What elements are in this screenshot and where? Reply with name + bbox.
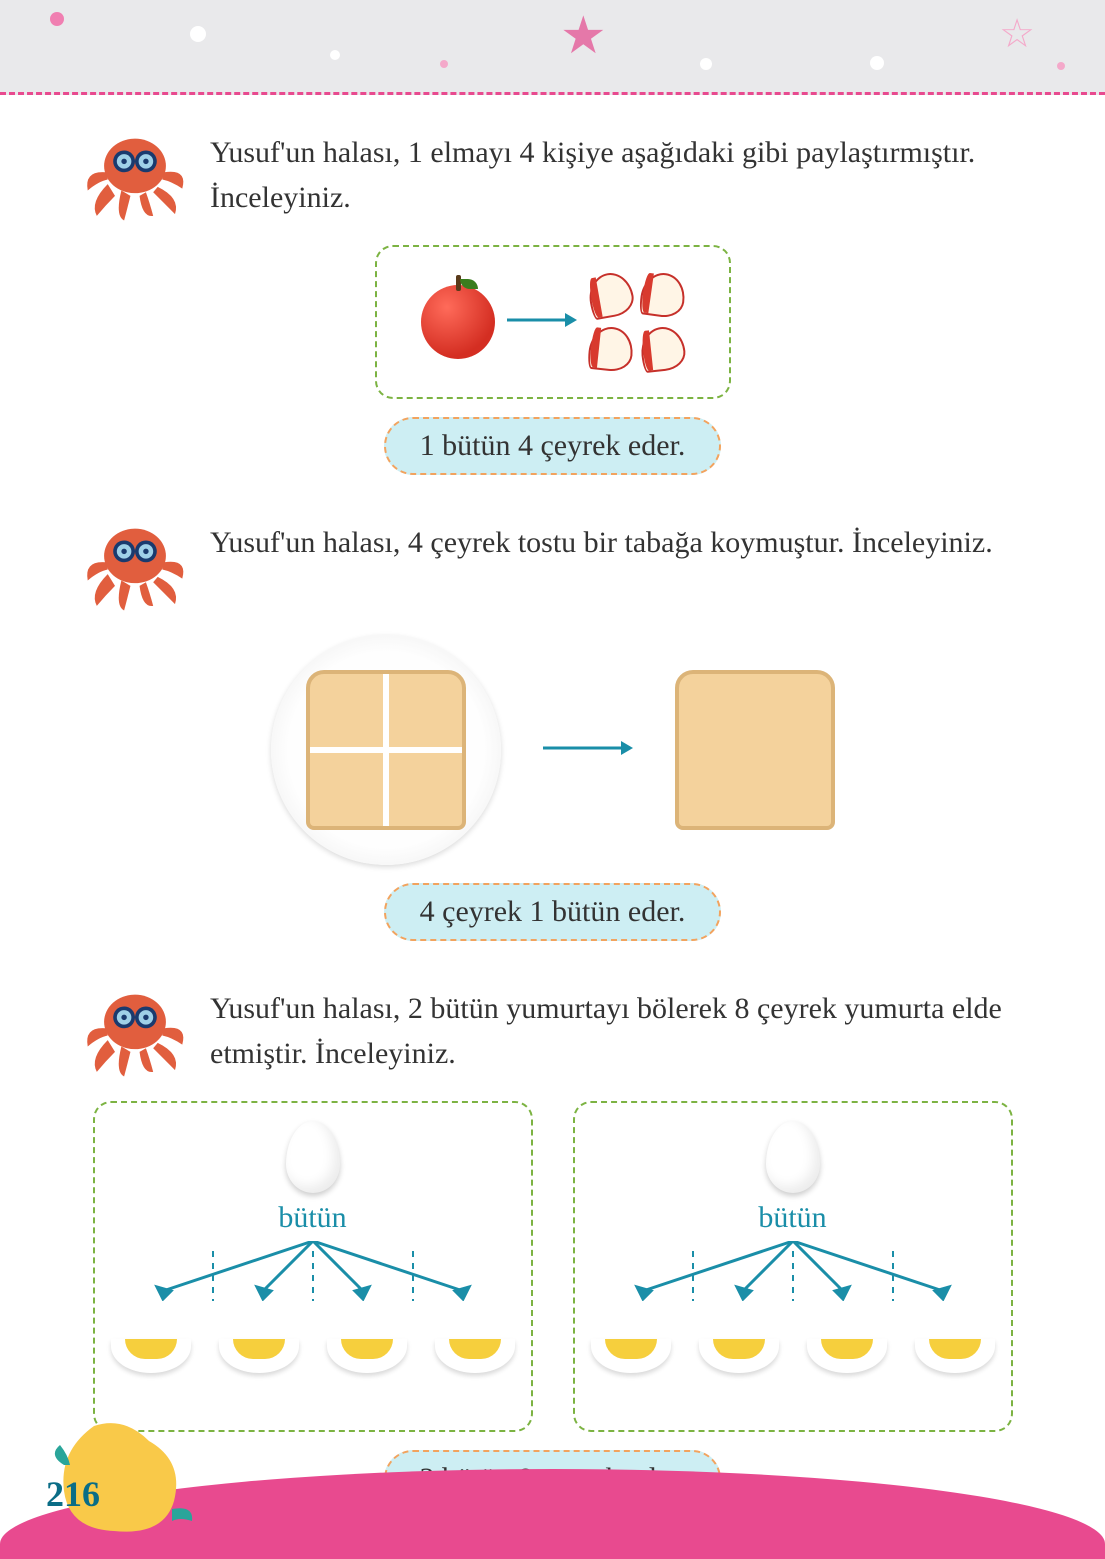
apple-slice-icon	[585, 270, 636, 321]
dot-icon	[190, 26, 206, 42]
octopus-icon	[80, 981, 190, 1081]
arrow-icon	[507, 308, 577, 337]
dot-icon	[330, 50, 340, 60]
egg-quarter-icon	[807, 1339, 887, 1373]
diagram-panel	[375, 245, 731, 399]
dot-icon	[50, 12, 64, 26]
section-eggs: Yusuf'un halası, 2 bütün yumurtayı böler…	[80, 981, 1025, 1508]
egg-whole-icon	[286, 1121, 340, 1193]
dot-icon	[870, 56, 884, 70]
egg-quarters	[591, 1306, 995, 1406]
section-toast: Yusuf'un halası, 4 çeyrek tostu bir taba…	[80, 515, 1025, 941]
egg-quarter-icon	[699, 1339, 779, 1373]
toast-quartered-icon	[306, 670, 466, 830]
section-intro-text: Yusuf'un halası, 1 elmayı 4 kişiye aşağı…	[210, 125, 1025, 220]
section-intro-text: Yusuf'un halası, 4 çeyrek tostu bir taba…	[210, 515, 1025, 565]
egg-quarter-icon	[327, 1339, 407, 1373]
arrow-icon	[543, 736, 633, 765]
egg-whole-icon	[766, 1121, 820, 1193]
page-number: 216	[46, 1473, 100, 1515]
egg-panel: bütün	[573, 1101, 1013, 1432]
egg-quarters	[111, 1306, 515, 1406]
egg-arrows	[591, 1241, 995, 1301]
apple-slice-icon	[638, 270, 688, 320]
apple-slices	[589, 273, 685, 371]
page-header-decor: ★ ☆	[0, 0, 1105, 95]
apple-slice-icon	[638, 325, 686, 373]
egg-label: bütün	[591, 1201, 995, 1235]
section-caption: 4 çeyrek 1 bütün eder.	[384, 883, 722, 941]
apple-whole-icon	[421, 285, 495, 359]
diagram-toast	[80, 635, 1025, 865]
star-icon: ★	[560, 6, 607, 66]
dot-icon	[440, 60, 448, 68]
egg-label: bütün	[111, 1201, 515, 1235]
star-outline-icon: ☆	[999, 10, 1035, 57]
octopus-icon	[80, 125, 190, 225]
dot-icon	[1057, 62, 1065, 70]
egg-arrows	[111, 1241, 515, 1301]
apple-slice-icon	[586, 325, 634, 373]
egg-quarter-icon	[591, 1339, 671, 1373]
toast-whole-icon	[675, 670, 835, 830]
egg-quarter-icon	[435, 1339, 515, 1373]
section-intro-text: Yusuf'un halası, 2 bütün yumurtayı böler…	[210, 981, 1025, 1076]
section-apple: Yusuf'un halası, 1 elmayı 4 kişiye aşağı…	[80, 125, 1025, 475]
egg-quarter-icon	[915, 1339, 995, 1373]
section-caption: 1 bütün 4 çeyrek eder.	[384, 417, 722, 475]
plate-icon	[271, 635, 501, 865]
dot-icon	[700, 58, 712, 70]
egg-quarter-icon	[111, 1339, 191, 1373]
page-content: Yusuf'un halası, 1 elmayı 4 kişiye aşağı…	[0, 95, 1105, 1508]
egg-quarter-icon	[219, 1339, 299, 1373]
egg-panel: bütün	[93, 1101, 533, 1432]
octopus-icon	[80, 515, 190, 615]
